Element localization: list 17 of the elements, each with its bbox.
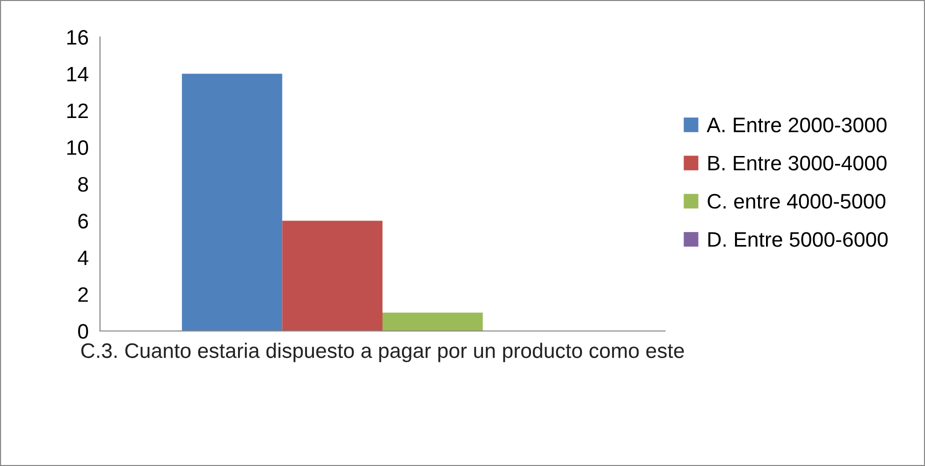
y-tick-label: 10 [67, 140, 88, 156]
x-tick-label: C.3. Cuanto estaria dispuesto a pagar por un producto como este [81, 342, 684, 362]
y-tick-label: 0 [78, 324, 88, 339]
y-tick-label: 14 [67, 66, 88, 82]
bar [382, 312, 483, 331]
y-tick-label: 12 [67, 104, 88, 118]
y-tick-label: 8 [78, 177, 88, 192]
bar [282, 220, 382, 331]
y-tick-label: 6 [78, 214, 88, 229]
legend-label: D. Entre 5000-6000 [708, 232, 888, 247]
bar [182, 74, 282, 331]
legend-label: C. entre 4000-5000 [708, 194, 886, 209]
y-tick-label: 16 [67, 30, 88, 45]
y-tick-label: 2 [78, 287, 88, 302]
y-tick-label: 4 [78, 250, 88, 266]
legend-label: B. Entre 3000-4000 [708, 156, 887, 171]
legend-label: A. Entre 2000-3000 [706, 118, 887, 132]
